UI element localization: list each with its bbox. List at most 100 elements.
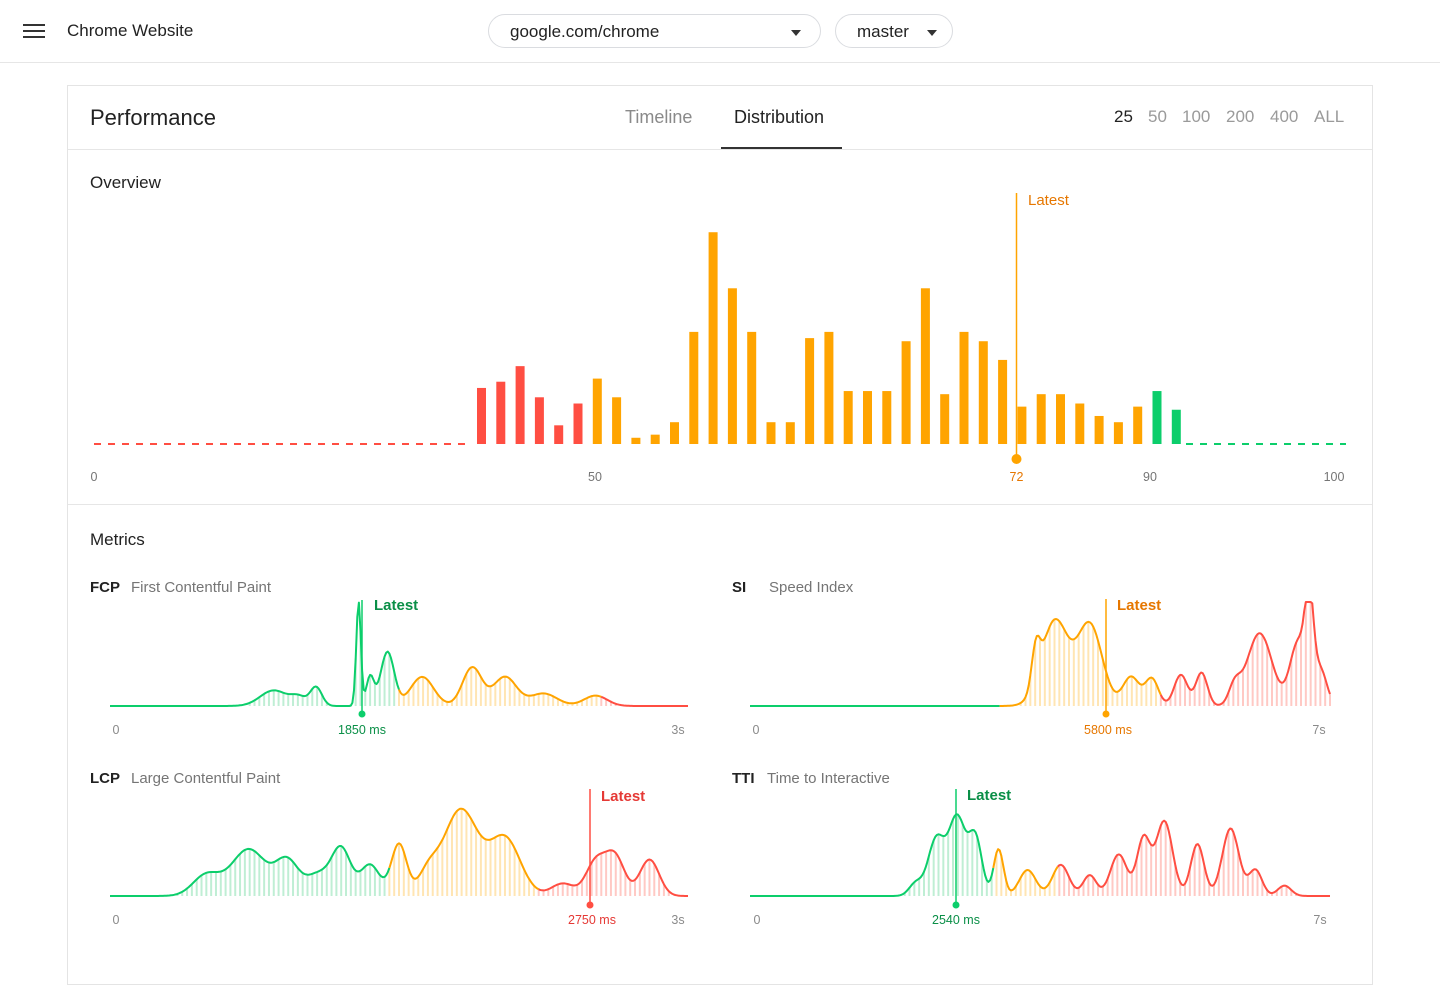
overview-bar — [940, 394, 950, 444]
metric-code-si: SI — [732, 579, 747, 596]
count-option-100[interactable]: 100 — [1182, 107, 1211, 126]
overview-bar — [1075, 403, 1085, 444]
axis-min-label: 0 — [754, 913, 761, 927]
overview-bar — [1036, 394, 1046, 444]
overview-bar — [708, 232, 718, 444]
overview-bar — [515, 366, 525, 444]
overview-bar — [592, 378, 602, 444]
overview-bar — [477, 387, 486, 444]
latest-value-label: 2540 ms — [932, 913, 980, 927]
density-curve — [388, 807, 540, 891]
density-curve — [750, 813, 995, 897]
density-curve — [999, 618, 1162, 707]
axis-tick-label: 90 — [1143, 470, 1157, 484]
overview-bar — [863, 391, 872, 444]
overview-bar — [670, 422, 679, 444]
branch-select[interactable]: master — [835, 14, 953, 48]
overview-bar — [843, 391, 853, 444]
metric-code-tti: TTI — [732, 770, 755, 787]
overview-bar — [573, 403, 583, 444]
metric-code-lcp: LCP — [90, 770, 120, 787]
performance-card: Performance Timeline Distribution 25 50 … — [67, 85, 1373, 985]
latest-label: Latest — [967, 787, 1011, 804]
overview-bar — [805, 338, 815, 444]
density-curve — [600, 695, 688, 707]
latest-value-label: 72 — [1010, 470, 1024, 484]
chevron-down-icon — [791, 30, 801, 36]
app-title: Chrome Website — [67, 21, 194, 40]
overview-bar — [1171, 409, 1181, 444]
section-divider — [68, 504, 1372, 505]
overview-bar — [959, 331, 969, 444]
overview-bar — [689, 331, 699, 444]
overview-bar — [747, 331, 757, 444]
metric-name-lcp: Large Contentful Paint — [131, 770, 281, 787]
overview-bar — [824, 331, 834, 444]
overview-bar — [496, 381, 506, 444]
overview-bar — [901, 341, 911, 444]
url-select[interactable]: google.com/chrome — [488, 14, 821, 48]
overview-bar — [998, 359, 1008, 444]
density-curve — [1159, 601, 1331, 706]
overview-bar — [631, 437, 641, 444]
density-curve — [398, 666, 602, 705]
density-curve — [992, 848, 1059, 892]
density-curve — [1057, 819, 1330, 897]
overview-label: Overview — [90, 173, 161, 192]
tab-timeline[interactable]: Timeline — [625, 107, 693, 127]
overview-bar — [1094, 415, 1104, 444]
overview-bar — [882, 391, 892, 444]
latest-label: Latest — [1028, 192, 1070, 209]
latest-value-label: 2750 ms — [568, 913, 616, 927]
overview-bar — [1152, 391, 1162, 444]
axis-min-label: 0 — [113, 913, 120, 927]
overview-bar — [1056, 394, 1065, 444]
chevron-down-icon — [927, 30, 937, 36]
count-option-25[interactable]: 25 — [1114, 107, 1133, 126]
si-distribution-chart: Latest 5800 ms 0 7s — [750, 597, 1331, 737]
overview-bar — [727, 288, 737, 444]
latest-value-label: 1850 ms — [338, 723, 386, 737]
metric-name-fcp: First Contentful Paint — [131, 579, 272, 596]
count-option-200[interactable]: 200 — [1226, 107, 1255, 126]
card-header: Performance Timeline Distribution 25 50 … — [68, 86, 1372, 150]
density-curve — [110, 601, 400, 707]
latest-marker-dot — [586, 901, 594, 909]
menu-icon[interactable] — [23, 24, 45, 40]
overview-bar — [612, 397, 622, 444]
axis-max-label: 3s — [671, 913, 684, 927]
count-option-50[interactable]: 50 — [1148, 107, 1167, 126]
branch-select-value: master — [857, 22, 909, 41]
axis-tick-label: 100 — [1324, 470, 1345, 484]
overview-bar — [650, 434, 660, 444]
latest-marker-dot — [1102, 710, 1110, 718]
lcp-distribution-chart: Latest 2750 ms 0 3s — [110, 788, 688, 927]
axis-tick-label: 50 — [588, 470, 602, 484]
metric-name-si: Speed Index — [769, 579, 854, 596]
fcp-distribution-chart: Latest 1850 ms 0 3s — [110, 597, 688, 737]
axis-max-label: 7s — [1313, 913, 1326, 927]
latest-label: Latest — [374, 597, 418, 614]
latest-marker-dot — [358, 710, 366, 718]
axis-min-label: 0 — [753, 723, 760, 737]
latest-value-label: 5800 ms — [1084, 723, 1132, 737]
tab-distribution[interactable]: Distribution — [734, 107, 825, 127]
latest-marker-dot — [952, 901, 960, 909]
overview-bar — [1113, 422, 1123, 444]
count-option-all[interactable]: ALL — [1314, 107, 1345, 126]
density-curve — [538, 849, 688, 897]
axis-max-label: 3s — [671, 723, 684, 737]
density-curve — [110, 845, 391, 897]
url-select-value: google.com/chrome — [510, 22, 660, 41]
tti-distribution-chart: Latest 2540 ms 0 7s — [750, 787, 1330, 927]
metrics-label: Metrics — [90, 530, 145, 549]
card-title: Performance — [90, 105, 216, 130]
metric-name-tti: Time to Interactive — [767, 770, 890, 787]
overview-bar — [978, 341, 988, 444]
count-option-400[interactable]: 400 — [1270, 107, 1299, 126]
overview-bar — [534, 397, 544, 444]
latest-label: Latest — [601, 788, 645, 805]
latest-label: Latest — [1117, 597, 1161, 614]
metric-code-fcp: FCP — [90, 579, 120, 596]
overview-distribution-chart: Latest 0 50 72 90 100 — [91, 192, 1346, 484]
